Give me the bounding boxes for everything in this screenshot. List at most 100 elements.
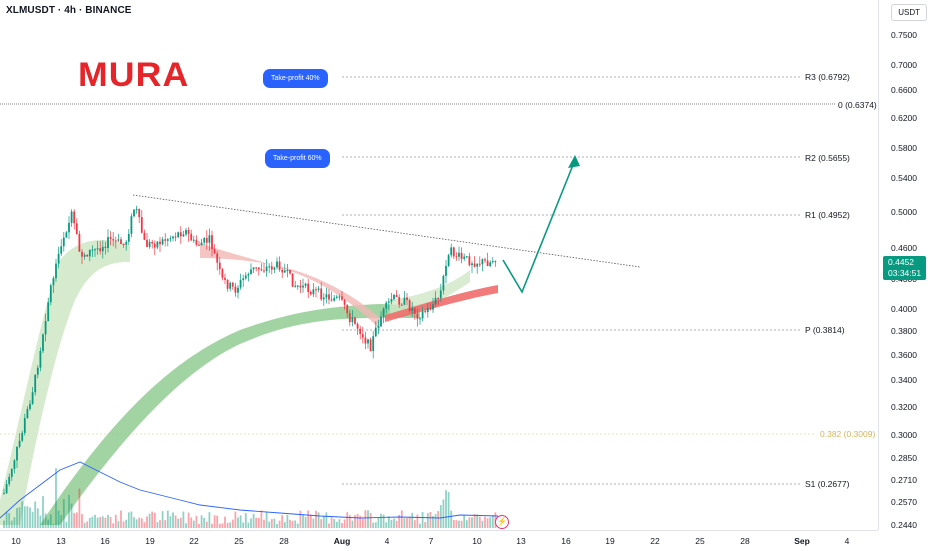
volume-bar <box>341 523 343 528</box>
candle-body <box>133 209 135 217</box>
candle-body <box>291 273 294 287</box>
candle-body <box>226 279 229 289</box>
candle-body <box>138 208 141 218</box>
candle-body <box>244 275 247 279</box>
volume-bar <box>346 512 349 528</box>
candle-body <box>143 232 146 240</box>
time-tick: 25 <box>695 536 705 546</box>
volume-bar <box>312 518 315 528</box>
volume-bar <box>255 517 258 528</box>
candle-body <box>421 311 424 319</box>
candle-body <box>179 232 182 237</box>
volume-bar <box>190 517 193 528</box>
lightning-icon[interactable]: ⚡ <box>495 515 509 529</box>
price-tick: 0.3000 <box>891 430 917 440</box>
candle-body <box>481 259 484 265</box>
volume-bar <box>120 510 122 528</box>
candle-body <box>68 222 70 233</box>
candle-body <box>172 236 174 239</box>
volume-bar <box>192 520 195 528</box>
candle-body <box>213 249 216 254</box>
projection-arrowhead <box>568 155 580 168</box>
volume-bar <box>151 511 154 528</box>
trendline <box>132 194 641 268</box>
take-profit-40-button[interactable]: Take-profit 40% <box>263 69 328 88</box>
candle-body <box>416 313 419 319</box>
candle-body <box>156 241 159 248</box>
candle-body <box>452 247 455 257</box>
volume-bar <box>413 520 416 528</box>
currency-unit-button[interactable]: USDT <box>891 4 927 21</box>
candle-body <box>460 252 463 259</box>
candle-body <box>164 239 167 241</box>
volume-bar <box>468 517 471 528</box>
volume-bar <box>26 506 29 528</box>
candle-body <box>62 237 65 247</box>
chart-pane[interactable]: XLMUSDT · 4h · BINANCE MURA Take-profit … <box>0 0 878 530</box>
take-profit-60-button[interactable]: Take-profit 60% <box>265 149 330 168</box>
candle-body <box>166 239 169 241</box>
volume-bar <box>463 515 466 528</box>
candle-body <box>486 260 489 267</box>
candle-body <box>31 392 34 404</box>
candle-body <box>489 262 492 267</box>
candle-body <box>221 269 224 278</box>
volume-bar <box>278 520 281 528</box>
price-tick: 0.2570 <box>891 497 917 507</box>
candle-body <box>104 246 107 248</box>
candle-body <box>125 241 128 245</box>
symbol-title[interactable]: XLMUSDT · 4h · BINANCE <box>6 5 132 16</box>
volume-bar <box>289 519 291 528</box>
candle-body <box>16 446 18 461</box>
volume-bar <box>359 515 362 528</box>
candle-body <box>3 493 5 495</box>
volume-bar <box>221 523 224 528</box>
price-tick: 0.5000 <box>891 207 917 217</box>
volume-bar <box>437 511 440 528</box>
volume-bar <box>62 499 65 528</box>
candle-body <box>359 328 362 335</box>
price-tick: 0.5800 <box>891 143 917 153</box>
candle-body <box>73 211 76 224</box>
candle-body <box>315 289 317 291</box>
volume-bar <box>406 517 408 528</box>
candle-body <box>130 216 133 234</box>
candle-body <box>218 262 221 270</box>
volume-bar <box>320 519 323 528</box>
last-price-value: 0.4452 <box>888 257 914 267</box>
candle-body <box>382 308 385 317</box>
candle-body <box>276 261 278 268</box>
volume-bar <box>138 517 141 528</box>
volume-bar <box>101 516 104 528</box>
time-tick: 13 <box>56 536 66 546</box>
candle-body <box>309 291 312 295</box>
candle-body <box>135 208 138 210</box>
volume-bar <box>465 520 468 528</box>
candle-body <box>39 350 42 368</box>
candle-body <box>13 460 16 469</box>
candle-body <box>255 267 258 269</box>
candle-body <box>283 270 286 273</box>
candle-body <box>23 418 26 433</box>
volume-bar <box>203 517 206 528</box>
time-axis[interactable]: 10 13 16 19 22 25 28 Aug 4 7 10 13 16 19… <box>0 530 878 551</box>
candle-body <box>26 408 29 419</box>
chart-canvas[interactable] <box>0 0 878 530</box>
candle-body <box>211 235 213 250</box>
volume-bar <box>283 522 286 528</box>
volume-bar <box>213 515 216 528</box>
candle-body <box>424 311 427 313</box>
candle-body <box>478 263 481 265</box>
volume-bar <box>489 517 492 528</box>
last-price-tag: 0.4452 03:34:51 <box>883 256 927 280</box>
candle-body <box>86 254 89 257</box>
candle-body <box>148 241 151 247</box>
candle-body <box>296 285 299 287</box>
candle-body <box>81 251 83 257</box>
price-tick: 0.3400 <box>891 375 917 385</box>
volume-bar <box>36 508 39 528</box>
candle-body <box>44 321 47 335</box>
volume-bar <box>244 513 247 528</box>
candle-body <box>419 318 421 320</box>
volume-bar <box>369 512 372 528</box>
